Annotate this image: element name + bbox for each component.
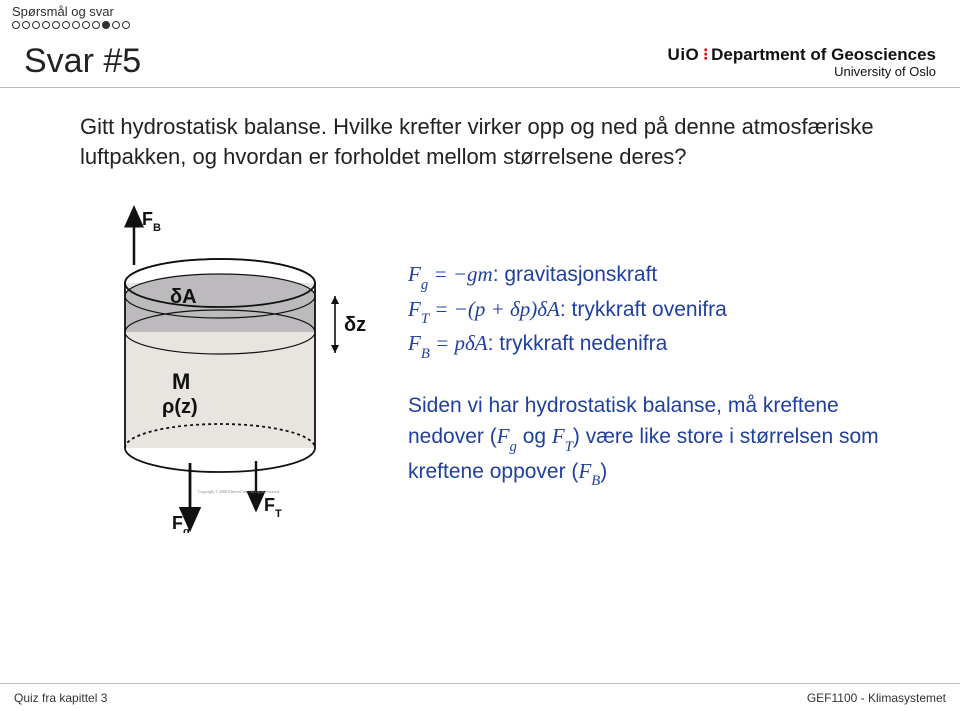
progress-dot xyxy=(22,21,30,29)
progress-dot xyxy=(122,21,130,29)
logo-line1: UiO ⁝ Department of Geosciences xyxy=(668,45,936,65)
diagram-column: FB δA M ρ(z) δz Fg FT xyxy=(80,203,380,533)
progress-dot xyxy=(62,21,70,29)
progress-dot xyxy=(52,21,60,29)
formula-block: Fg = −gm: gravitasjonskraft FT = −(p + δ… xyxy=(408,259,880,490)
logo-dots-icon: ⁝ xyxy=(699,45,711,64)
university-logo: UiO ⁝ Department of Geosciences Universi… xyxy=(668,45,936,79)
formula-paragraph-2: Siden vi har hydrostatisk balanse, må kr… xyxy=(408,391,880,490)
logo-univ-text: University of Oslo xyxy=(668,64,936,79)
progress-dot xyxy=(12,21,20,29)
svg-text:δz: δz xyxy=(344,314,366,336)
progress-dot xyxy=(32,21,40,29)
footer-left: Quiz fra kapittel 3 xyxy=(14,691,107,705)
section-label: Spørsmål og svar xyxy=(12,4,948,19)
svg-text:FT: FT xyxy=(264,495,282,520)
logo-dept-text: Department of Geosciences xyxy=(711,45,936,64)
intro-text: Gitt hydrostatisk balanse. Hvilke krefte… xyxy=(80,112,880,171)
svg-text:M: M xyxy=(172,369,190,394)
formula-line-3: FB = pδA: trykkraft nedenifra xyxy=(408,328,880,363)
slide-header: Svar #5 UiO ⁝ Department of Geosciences … xyxy=(0,32,960,88)
progress-dot xyxy=(42,21,50,29)
progress-dot xyxy=(112,21,120,29)
svg-text:Copyright © 2008 Elsevier Inc.: Copyright © 2008 Elsevier Inc. All right… xyxy=(198,489,280,494)
progress-dot xyxy=(92,21,100,29)
content-row: FB δA M ρ(z) δz Fg FT xyxy=(80,203,880,533)
svg-text:Fg: Fg xyxy=(172,513,190,533)
logo-uio-text: UiO xyxy=(668,45,700,64)
progress-dots xyxy=(12,21,948,29)
svg-text:δA: δA xyxy=(170,286,197,308)
progress-dot xyxy=(72,21,80,29)
progress-dot xyxy=(82,21,90,29)
svg-text:FB: FB xyxy=(142,209,161,234)
formula-column: Fg = −gm: gravitasjonskraft FT = −(p + δ… xyxy=(408,203,880,533)
progress-dot xyxy=(102,21,110,29)
slide-footer: Quiz fra kapittel 3 GEF1100 - Klimasyste… xyxy=(0,683,960,711)
slide-body: Gitt hydrostatisk balanse. Hvilke krefte… xyxy=(0,88,960,533)
footer-right: GEF1100 - Klimasystemet xyxy=(807,691,946,705)
slide-title: Svar #5 xyxy=(24,42,141,81)
cylinder-diagram: FB δA M ρ(z) δz Fg FT xyxy=(80,203,380,533)
section-header: Spørsmål og svar xyxy=(0,0,960,32)
formula-line-1: Fg = −gm: gravitasjonskraft xyxy=(408,259,880,294)
svg-text:ρ(z): ρ(z) xyxy=(162,396,198,418)
formula-line-2: FT = −(p + δp)δA: trykkraft ovenifra xyxy=(408,294,880,329)
